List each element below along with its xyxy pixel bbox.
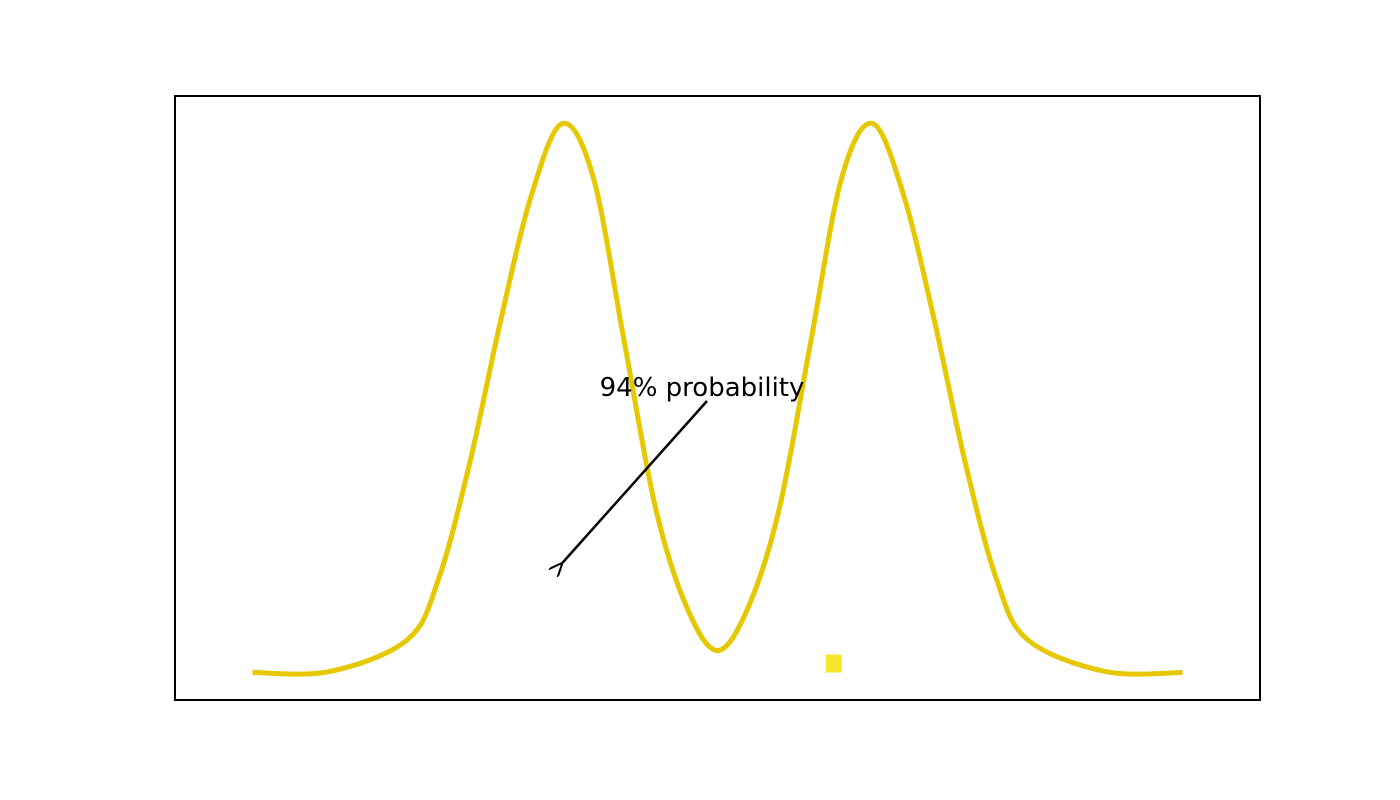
series-layer [252, 120, 1183, 677]
series-line-0 [252, 120, 1183, 677]
annotation-arrow [563, 400, 708, 563]
baseline-marker [825, 654, 842, 673]
annotation-text: 94% probability [600, 373, 805, 403]
annotation-layer: 94% probability [563, 373, 805, 563]
plot-frame [174, 95, 1261, 701]
